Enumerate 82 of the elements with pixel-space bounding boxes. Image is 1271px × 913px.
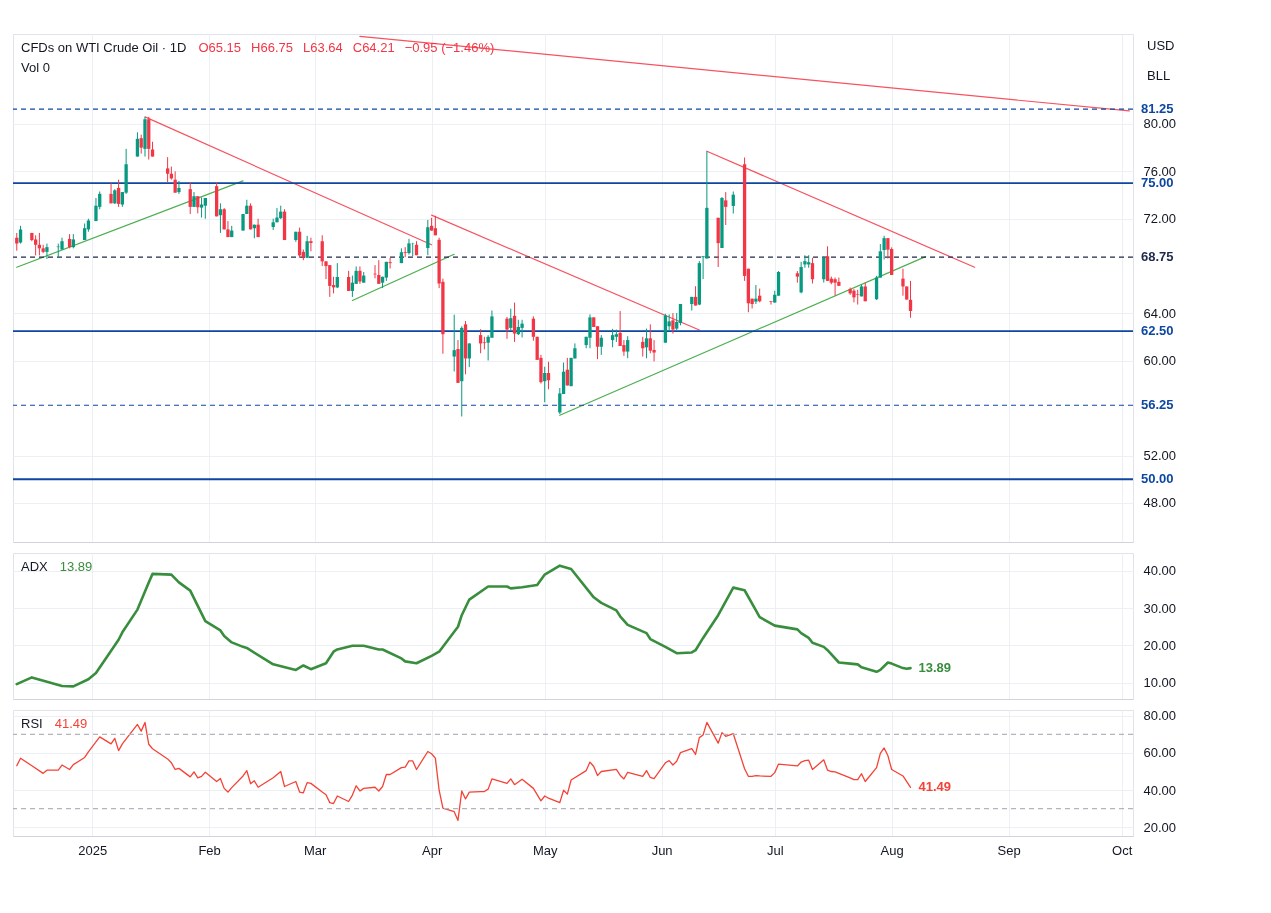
y-tick-label: 40.00 <box>1143 563 1177 579</box>
candlestick <box>467 342 471 368</box>
candlestick <box>305 235 309 259</box>
y-tick-label: 40.00 <box>1143 782 1177 798</box>
annotation: 13.89 <box>918 660 952 676</box>
y-tick-label: 30.00 <box>1143 600 1177 616</box>
ref-line-label: 56.25 <box>1141 397 1174 413</box>
ref-line-label: 81.25 <box>1141 101 1174 117</box>
candlestick <box>531 315 536 342</box>
candlestick <box>509 308 513 331</box>
annotation: H66.75 <box>251 40 293 55</box>
x-tick-label: 2025 <box>78 842 108 858</box>
candlestick <box>388 257 392 269</box>
candlestick <box>139 134 143 155</box>
candlestick <box>358 265 362 285</box>
candlestick <box>328 264 332 298</box>
candlestick <box>309 237 313 252</box>
candlestick <box>177 180 181 195</box>
text: BLL <box>1147 68 1171 83</box>
candlestick <box>45 243 49 260</box>
candlestick <box>505 316 509 340</box>
y-tick-label: 20.00 <box>1143 819 1177 835</box>
candlestick <box>203 197 207 220</box>
text: USD <box>1147 38 1175 53</box>
line-series <box>16 721 912 822</box>
candlestick <box>452 314 456 372</box>
chart-title: RSI <box>21 716 43 731</box>
candlestick <box>769 300 773 306</box>
candlestick <box>403 246 407 258</box>
candlestick <box>693 285 698 307</box>
candlestick <box>626 335 630 359</box>
candlestick <box>188 181 192 215</box>
annotation: 13.89 <box>59 559 93 574</box>
candlestick <box>810 257 815 284</box>
annotation: C64.21 <box>352 40 395 55</box>
candlestick <box>377 259 381 285</box>
x-tick-label: Aug <box>880 842 904 858</box>
x-tick-label: Feb <box>198 842 221 858</box>
candlestick <box>901 268 905 297</box>
candlestick <box>671 312 675 335</box>
ref-line-label: 62.50 <box>1141 323 1174 339</box>
line-series <box>15 564 912 688</box>
candlestick <box>724 191 728 226</box>
y-tick-label: 52.00 <box>1143 448 1177 464</box>
y-tick-label: 72.00 <box>1143 211 1177 227</box>
candlestick <box>599 334 603 356</box>
candlestick <box>426 219 430 256</box>
candlestick <box>852 288 856 303</box>
y-tick-label: 64.00 <box>1143 305 1177 321</box>
y-tick-label: 48.00 <box>1143 495 1177 511</box>
candlestick <box>135 131 140 158</box>
y-tick-label: 80.00 <box>1143 708 1177 724</box>
y-tick-label: 60.00 <box>1143 745 1177 761</box>
ref-line-label: 68.75 <box>1141 249 1174 265</box>
candlestick <box>520 319 524 338</box>
candlestick <box>644 328 649 359</box>
ref-line-label: 50.00 <box>1141 471 1174 487</box>
x-tick-label: Sep <box>997 842 1021 858</box>
y-tick-label: 80.00 <box>1143 116 1177 132</box>
candlestick <box>833 277 837 297</box>
candlestick <box>346 270 351 292</box>
x-tick-label: Jun <box>651 842 673 858</box>
candlestick <box>320 234 324 267</box>
candlestick <box>856 289 860 306</box>
annotation: L63.64 <box>302 40 343 55</box>
annotation: 41.49 <box>918 779 952 795</box>
x-tick-label: Mar <box>303 842 328 858</box>
y-tick-label: 60.00 <box>1143 353 1177 369</box>
annotation: 41.49 <box>54 716 88 731</box>
text: ADX <box>21 559 49 574</box>
x-tick-label: Oct <box>1112 842 1133 858</box>
candlestick <box>754 284 758 305</box>
y-tick-label: 20.00 <box>1143 637 1177 653</box>
x-tick-label: Apr <box>421 842 443 858</box>
candlestick <box>588 313 592 349</box>
annotation: O65.15 <box>198 40 242 55</box>
y-tick-label: 10.00 <box>1143 675 1177 691</box>
x-tick-label: Jul <box>766 842 784 858</box>
text: CFDs on WTI Crude Oil · 1D <box>21 40 187 55</box>
candlestick <box>173 170 177 194</box>
x-tick-label: May <box>532 842 558 858</box>
annotation: Vol 0 <box>21 60 50 75</box>
